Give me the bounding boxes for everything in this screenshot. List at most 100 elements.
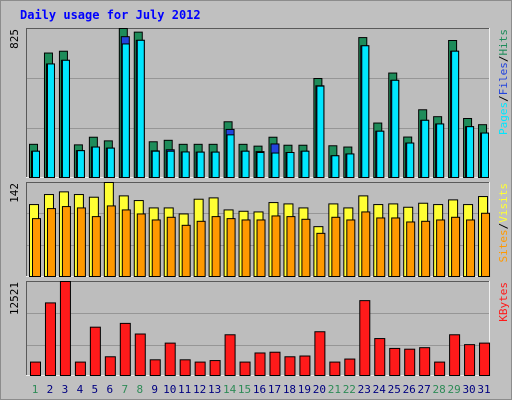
- bar-pages-day-21: [331, 155, 340, 178]
- y-axis-max-label: 12521: [8, 282, 21, 315]
- x-tick-label-day-10: 10: [163, 383, 176, 396]
- bar-pages-day-15: [241, 150, 250, 179]
- bar-kbytes-day-10: [164, 342, 176, 377]
- bar-pages-day-31: [481, 132, 490, 178]
- bar-kbytes-day-15: [239, 361, 251, 377]
- x-tick-label-day-2: 2: [47, 383, 54, 396]
- bar-kbytes-day-23: [359, 300, 371, 377]
- x-tick-label-day-30: 30: [462, 383, 475, 396]
- x-tick-label-day-9: 9: [151, 383, 158, 396]
- bar-kbytes-day-1: [30, 361, 41, 377]
- bar-pages-day-24: [376, 130, 385, 179]
- x-tick-label-day-25: 25: [388, 383, 401, 396]
- bar-sites-day-6: [106, 205, 116, 278]
- bar-sites-day-17: [271, 215, 281, 277]
- x-tick-label-day-5: 5: [92, 383, 99, 396]
- x-tick-label-day-22: 22: [343, 383, 356, 396]
- bar-kbytes-day-21: [329, 361, 341, 377]
- bar-sites-day-21: [331, 216, 341, 277]
- bar-pages-day-14: [226, 134, 235, 178]
- bar-kbytes-day-17: [269, 351, 281, 377]
- bar-sites-day-22: [346, 219, 356, 277]
- legend-separator: /: [497, 56, 510, 63]
- x-tick-label-day-11: 11: [178, 383, 191, 396]
- bar-pages-day-6: [106, 147, 115, 179]
- legend-visits: Visits: [497, 183, 510, 223]
- bar-kbytes-day-7: [119, 322, 131, 376]
- legend-separator: /: [497, 95, 510, 102]
- x-tick-label-day-28: 28: [433, 383, 446, 396]
- bar-sites-day-12: [196, 220, 206, 277]
- chart-title: Daily usage for July 2012: [20, 8, 201, 22]
- x-tick-label-day-24: 24: [373, 383, 387, 396]
- bar-sites-day-8: [136, 213, 146, 278]
- bar-kbytes-day-29: [449, 334, 461, 377]
- bar-sites-day-20: [316, 232, 326, 278]
- bar-pages-day-25: [391, 79, 400, 178]
- x-tick-label-day-23: 23: [358, 383, 371, 396]
- bar-sites-day-24: [376, 217, 386, 278]
- bar-kbytes-day-30: [464, 344, 476, 377]
- bar-sites-day-23: [361, 211, 371, 277]
- x-tick-label-day-19: 19: [298, 383, 311, 396]
- x-tick-label-day-14: 14: [223, 383, 237, 396]
- bar-kbytes-day-6: [104, 356, 116, 376]
- legend-sites: Sites: [497, 229, 510, 262]
- x-tick-label-day-13: 13: [208, 383, 221, 396]
- bar-kbytes-day-31: [479, 342, 491, 377]
- bar-pages-day-17: [271, 152, 280, 179]
- x-tick-label-day-26: 26: [403, 383, 416, 396]
- bar-pages-day-7: [121, 43, 130, 178]
- bar-kbytes-day-19: [299, 355, 311, 376]
- x-tick-label-day-31: 31: [477, 383, 490, 396]
- bar-kbytes-day-26: [404, 348, 416, 376]
- y-axis-max-label: 142: [8, 183, 21, 203]
- bar-pages-day-23: [361, 45, 370, 179]
- bar-pages-day-9: [151, 150, 160, 179]
- bar-kbytes-day-5: [89, 326, 101, 377]
- legend-files: Files: [497, 62, 510, 95]
- legend-separator: /: [497, 223, 510, 230]
- x-tick-label-day-6: 6: [107, 383, 114, 396]
- bar-sites-day-5: [91, 216, 101, 278]
- x-tick-label-day-15: 15: [238, 383, 251, 396]
- bar-sites-day-25: [391, 217, 401, 278]
- bar-pages-day-5: [91, 146, 100, 179]
- bar-sites-day-2: [46, 208, 56, 277]
- bar-pages-day-10: [166, 150, 175, 179]
- bar-pages-day-3: [61, 59, 70, 178]
- bar-pages-day-16: [256, 152, 265, 178]
- bar-sites-day-4: [76, 207, 86, 277]
- bar-kbytes-day-9: [149, 359, 161, 377]
- legend-pages: Pages: [497, 102, 510, 135]
- x-tick-label-day-12: 12: [193, 383, 206, 396]
- bar-kbytes-day-22: [344, 358, 356, 376]
- bar-sites-day-14: [226, 218, 236, 277]
- bar-pages-day-26: [406, 142, 415, 178]
- bar-sites-day-31: [481, 212, 491, 277]
- bar-sites-day-16: [256, 219, 266, 277]
- bar-kbytes-day-18: [284, 356, 296, 376]
- series-legend: KBytes: [497, 282, 510, 322]
- bar-pages-day-20: [316, 85, 325, 178]
- bar-sites-day-3: [61, 206, 71, 277]
- bar-pages-day-29: [451, 50, 460, 178]
- bar-sites-day-13: [211, 216, 221, 278]
- bar-sites-day-9: [151, 219, 161, 277]
- bar-sites-day-18: [286, 216, 296, 278]
- bar-sites-day-19: [301, 218, 311, 277]
- x-tick-label-day-8: 8: [136, 383, 143, 396]
- bar-sites-day-10: [166, 216, 176, 277]
- bar-kbytes-day-12: [194, 361, 206, 377]
- x-tick-label-day-18: 18: [283, 383, 296, 396]
- x-tick-label-day-29: 29: [447, 383, 460, 396]
- x-tick-label-day-21: 21: [328, 383, 341, 396]
- x-tick-label-day-20: 20: [313, 383, 326, 396]
- legend-hits: Hits: [497, 29, 510, 56]
- bar-sites-day-27: [421, 220, 431, 277]
- bar-kbytes-day-27: [419, 347, 431, 376]
- bar-sites-day-29: [451, 216, 461, 277]
- bar-kbytes-day-28: [434, 361, 446, 377]
